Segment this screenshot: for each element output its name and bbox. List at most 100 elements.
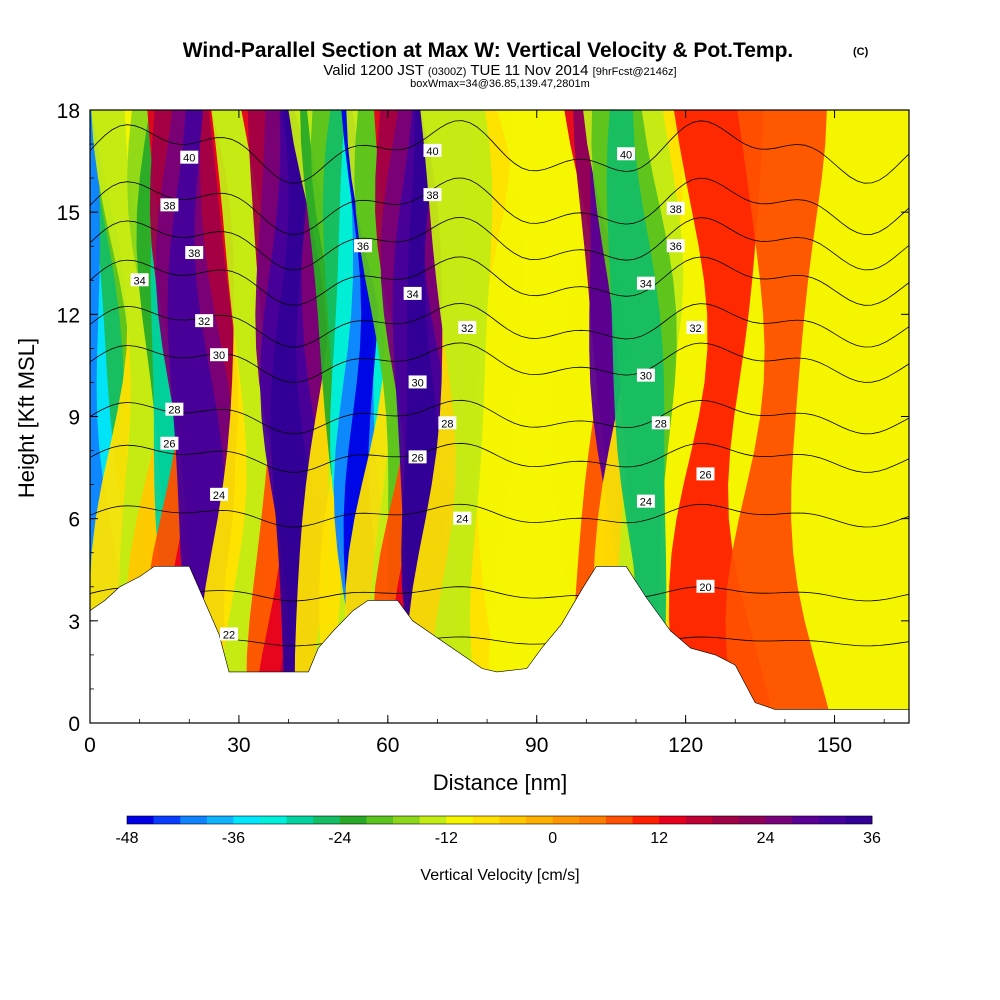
- contour-label: 22: [219, 627, 238, 641]
- contour-label: 32: [195, 314, 214, 328]
- contour-label-bg: [195, 314, 214, 328]
- colorbar-swatch: [339, 816, 367, 824]
- colorbar-swatch: [393, 816, 421, 824]
- contour-label-text: 24: [640, 497, 652, 509]
- contour-label: 30: [636, 368, 655, 383]
- terrain-mask: [90, 565, 909, 723]
- velocity-band: [583, 110, 693, 723]
- colorbar-tick-label: 12: [650, 830, 668, 847]
- contour-label: 28: [438, 416, 457, 430]
- contour-label-text: 32: [461, 323, 473, 335]
- contour-label-bg: [651, 416, 670, 430]
- colorbar: -48 -36 -24 -12 0 12 24 36: [115, 815, 881, 847]
- contour-label-bg: [219, 627, 238, 641]
- contour-label: 38: [666, 201, 685, 216]
- colorbar-swatch: [446, 816, 474, 824]
- contour-label: 30: [408, 375, 427, 389]
- colorbar-swatch: [206, 816, 234, 824]
- colorbar-swatch: [605, 816, 633, 824]
- contour-label-text: 26: [163, 439, 175, 451]
- box-wmax-subtitle: boxWmax=34@36.85,139.47,2801m: [410, 78, 590, 90]
- plot-area: 40 38 38 34 32 30 28 26 24 22 36 40 38 34 32 30 28 26 24 40…: [90, 110, 909, 723]
- colorbar-tick-label: -36: [222, 830, 245, 847]
- colorbar-swatch: [552, 816, 580, 824]
- contour-label-bg: [185, 246, 204, 260]
- contour-label-text: 36: [670, 241, 682, 253]
- contour-labels: 40 38 38 34 32 30 28 26 24 22 36 40 38 34 32 30 28 26 24 40…: [130, 143, 715, 641]
- contour-label-bg: [636, 494, 655, 508]
- contour-label-bg: [408, 450, 427, 464]
- contour-label-bg: [458, 320, 477, 334]
- contour-label-text: 38: [426, 190, 438, 202]
- isentrope-line: [90, 442, 909, 473]
- colorbar-swatch: [233, 816, 261, 824]
- contour-label-bg: [423, 143, 442, 157]
- isentrope-line: [90, 503, 909, 528]
- y-tick-label: 0: [68, 713, 80, 736]
- colorbar-swatch: [579, 816, 607, 824]
- contour-label-bg: [696, 467, 715, 481]
- contour-label: 26: [696, 467, 715, 481]
- contour-label-bg: [408, 375, 427, 389]
- y-tick-label: 9: [68, 407, 80, 430]
- x-tick-label: 30: [227, 734, 250, 757]
- contour-label: 38: [423, 188, 442, 202]
- contour-label: 32: [686, 320, 705, 335]
- colorbar-swatch: [526, 816, 554, 824]
- contour-label: 40: [423, 143, 442, 158]
- contour-label-text: 40: [620, 149, 632, 161]
- contour-label-bg: [666, 239, 685, 253]
- colorbar-swatch: [366, 816, 394, 824]
- contour-label: 36: [354, 239, 372, 253]
- y-tick-label: 18: [57, 100, 80, 123]
- contour-label: 26: [160, 436, 179, 451]
- contour-label: 38: [160, 198, 179, 212]
- contour-label-text: 30: [640, 371, 652, 383]
- colorbar-swatch: [260, 816, 288, 824]
- velocity-band-level: [669, 110, 774, 723]
- contour-label: 30: [210, 348, 229, 362]
- forecast-tag: [9hrFcst@2146z]: [593, 66, 677, 78]
- y-tick-label: 15: [57, 202, 80, 225]
- contour-label-text: 26: [699, 469, 711, 481]
- contour-label-text: 30: [411, 377, 423, 389]
- colorbar-swatch: [180, 816, 208, 824]
- contour-label-text: 40: [426, 146, 438, 158]
- colorbar-tick-label: 0: [548, 830, 557, 847]
- velocity-band-level: [606, 110, 667, 723]
- contour-label: 20: [696, 579, 715, 594]
- contour-label-text: 30: [213, 350, 225, 362]
- x-tick-label: 150: [817, 734, 852, 757]
- colorbar-swatch: [685, 816, 713, 824]
- contour-label: 32: [458, 320, 477, 335]
- velocity-band: [669, 110, 774, 723]
- colorbar-tick-label: -24: [328, 830, 351, 847]
- contour-label: 34: [130, 273, 149, 287]
- contour-label: 24: [636, 494, 655, 509]
- contour-label-bg: [210, 348, 229, 362]
- contour-label-text: 28: [441, 418, 453, 430]
- colorbar-swatch: [632, 816, 660, 824]
- colorbar-swatch: [313, 816, 341, 824]
- zulu-time: (0300Z): [428, 66, 467, 78]
- contour-label-bg: [666, 201, 685, 215]
- isentrope-line: [90, 256, 909, 306]
- colorbar-swatch: [818, 816, 846, 824]
- contour-label-text: 32: [198, 316, 210, 328]
- contour-label-bg: [210, 487, 229, 501]
- contour-label-text: 34: [407, 289, 419, 301]
- colorbar-swatch: [792, 816, 820, 824]
- contour-label: 40: [617, 147, 636, 161]
- y-axis-label: Height [Kft MSL]: [14, 338, 39, 498]
- contour-label-text: 38: [670, 204, 682, 216]
- velocity-band-level: [488, 110, 590, 723]
- colorbar-swatch: [659, 816, 687, 824]
- valid-date: TUE 11 Nov 2014: [470, 62, 588, 79]
- isentrope-line: [90, 177, 909, 236]
- colorbar-swatch: [765, 816, 793, 824]
- isentrope-line: [90, 586, 909, 602]
- contour-label: 40: [180, 150, 199, 165]
- isentrope-line: [90, 120, 909, 184]
- contour-label-bg: [130, 273, 149, 287]
